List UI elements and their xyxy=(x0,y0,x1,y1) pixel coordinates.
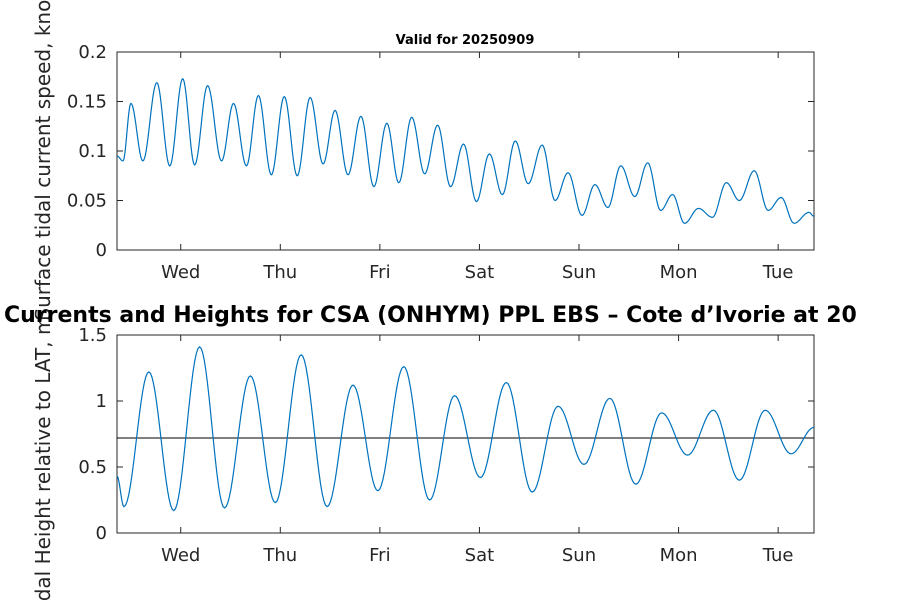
current-y-tick-label: 0.2 xyxy=(78,42,107,63)
height-x-tick-label: Sat xyxy=(465,545,495,566)
current-x-tick-label: Wed xyxy=(161,262,200,283)
current-x-tick-label: Sat xyxy=(465,262,495,283)
height-x-tick-label: Sun xyxy=(562,545,596,566)
height-x-ticks: Wed Thu Fri Sat Sun Mon Tue xyxy=(161,335,794,566)
current-x-tick-label: Thu xyxy=(262,262,297,283)
current-y-tick-label: 0.15 xyxy=(67,92,107,113)
current-plot-area xyxy=(116,51,815,251)
height-y-tick-label: 1.5 xyxy=(78,325,107,346)
height-plot-area xyxy=(116,334,815,534)
current-speed-series xyxy=(116,77,815,224)
current-x-tick-label: Mon xyxy=(660,262,698,283)
current-y-ticks: 0 0.05 0.1 0.15 0.2 xyxy=(67,42,814,261)
height-y-tick-label: 0 xyxy=(96,523,107,544)
current-ylabel: Surface tidal current speed, knots xyxy=(31,0,55,321)
current-y-tick-label: 0.1 xyxy=(78,141,107,162)
height-y-ticks: 0 0.5 1 1.5 xyxy=(78,325,814,544)
current-chart-title: Valid for 20250909 xyxy=(396,33,535,48)
current-x-tick-label: Fri xyxy=(369,262,390,283)
height-x-tick-label: Tue xyxy=(762,545,794,566)
current-x-tick-label: Tue xyxy=(762,262,794,283)
current-x-tick-label: Sun xyxy=(562,262,596,283)
height-x-tick-label: Mon xyxy=(660,545,698,566)
main-title: Currents and Heights for CSA (ONHYM) PPL… xyxy=(4,303,857,328)
height-x-tick-label: Wed xyxy=(161,545,200,566)
current-y-tick-label: 0 xyxy=(96,240,107,261)
current-speed-panel: Valid for 20250909 0 0.05 0.1 0.15 0.2 Wed Th… xyxy=(31,0,815,321)
height-x-tick-label: Fri xyxy=(369,545,390,566)
current-x-ticks: Wed Thu Fri Sat Sun Mon Tue xyxy=(161,52,794,283)
tidal-height-series xyxy=(116,346,815,512)
current-y-tick-label: 0.05 xyxy=(67,191,107,212)
tidal-height-panel: 0 0.5 1 1.5 Wed Thu Fri Sat Sun Mon Tue Tidal Hei… xyxy=(31,316,815,600)
height-ylabel: Tidal Height relative to LAT, m xyxy=(31,316,55,600)
height-x-tick-label: Thu xyxy=(262,545,297,566)
height-y-tick-label: 1 xyxy=(96,391,107,412)
height-y-tick-label: 0.5 xyxy=(78,457,107,478)
